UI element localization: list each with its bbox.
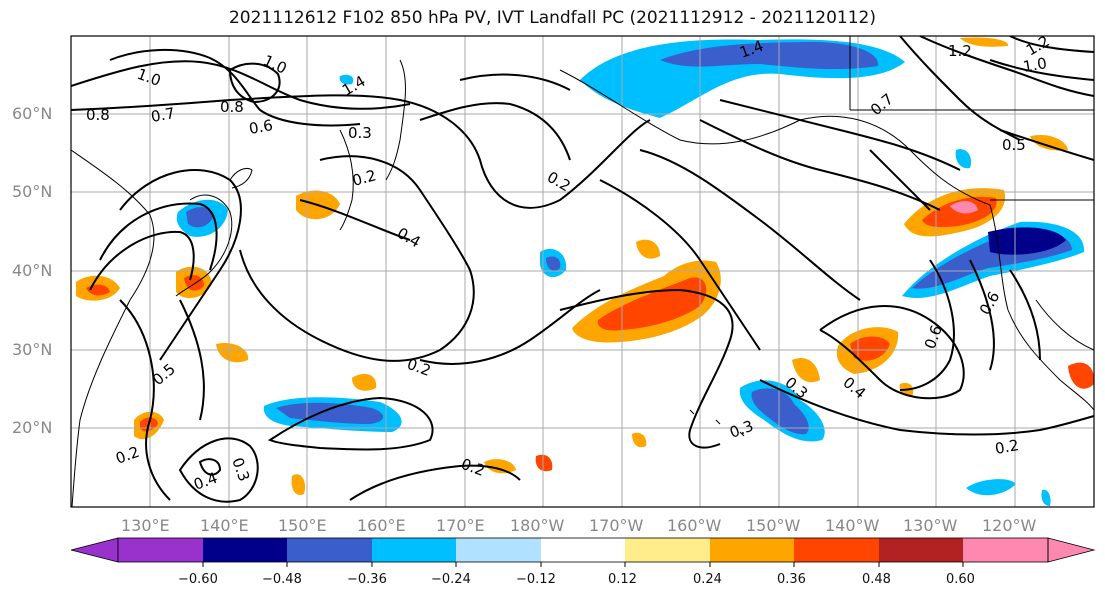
contour-label: 1.0 bbox=[135, 65, 164, 90]
contour-label: 0.2 bbox=[405, 355, 434, 380]
lat-label: 50°N bbox=[12, 182, 53, 201]
contour-label: 0.6 bbox=[921, 323, 946, 352]
colorbar-segment bbox=[456, 538, 541, 562]
colorbar-tick-label: 0.48 bbox=[862, 572, 891, 587]
lon-label: 170°E bbox=[436, 516, 485, 535]
contour-label: 0.4 bbox=[839, 373, 869, 402]
colorbar-segment bbox=[203, 538, 287, 562]
contour-label: 0.8 bbox=[86, 106, 110, 124]
colorbar-tick-label: −0.48 bbox=[262, 572, 302, 587]
colorbar-segment bbox=[541, 538, 625, 562]
contour-label: 0.2 bbox=[113, 443, 142, 468]
contour-label: 1.2 bbox=[948, 42, 972, 60]
pv-shading bbox=[76, 37, 1094, 506]
lon-label: 150°E bbox=[278, 516, 327, 535]
contour-label: 0.4 bbox=[394, 224, 424, 252]
contour-label: 0.3 bbox=[348, 124, 372, 142]
colorbar-tick-label: −0.24 bbox=[431, 572, 471, 587]
lon-label: 140°W bbox=[825, 516, 880, 535]
contour-label: 0.6 bbox=[248, 116, 275, 138]
contour-label: 1.0 bbox=[1022, 54, 1049, 76]
contour-label: 0.2 bbox=[994, 436, 1021, 458]
contour-label: 0.8 bbox=[220, 98, 244, 116]
colorbar-arrow-low bbox=[70, 537, 119, 563]
lat-label: 20°N bbox=[12, 418, 53, 437]
lon-label: 130°E bbox=[121, 516, 170, 535]
colorbar-tick-label: 0.60 bbox=[946, 572, 975, 587]
colorbar-segment bbox=[625, 538, 710, 562]
colorbar-tick-label: 0.24 bbox=[693, 572, 722, 587]
ivt-contours bbox=[71, 36, 1094, 503]
lon-label: 130°W bbox=[903, 516, 958, 535]
lon-label: 140°E bbox=[200, 516, 249, 535]
lat-label: 40°N bbox=[12, 261, 53, 280]
colorbar bbox=[70, 537, 1096, 567]
contour-label: 0.3 bbox=[727, 417, 756, 442]
colorbar-segment bbox=[372, 538, 456, 562]
contour-label: 0.2 bbox=[350, 166, 378, 190]
colorbar-segment bbox=[287, 538, 372, 562]
lon-label: 160°E bbox=[357, 516, 406, 535]
lat-label: 30°N bbox=[12, 340, 53, 359]
lon-label: 120°W bbox=[982, 516, 1037, 535]
contour-label: 0.3 bbox=[228, 455, 253, 484]
colorbar-tick-label: −0.12 bbox=[516, 572, 556, 587]
colorbar-segment bbox=[963, 538, 1048, 562]
map-gridlines bbox=[71, 36, 1094, 507]
colorbar-tick-label: 0.36 bbox=[777, 572, 806, 587]
colorbar-segment bbox=[794, 538, 879, 562]
contour-label: 0.2 bbox=[459, 455, 488, 480]
colorbar-segment bbox=[118, 538, 203, 562]
map-title: 2021112612 F102 850 hPa PV, IVT Landfall… bbox=[228, 8, 876, 28]
contour-label: 0.2 bbox=[544, 168, 574, 196]
colorbar-tick-label: −0.36 bbox=[347, 572, 387, 587]
lon-label: 160°W bbox=[667, 516, 722, 535]
lon-label: 180°W bbox=[510, 516, 565, 535]
contour-label: 0.6 bbox=[976, 288, 1004, 318]
colorbar-segment bbox=[879, 538, 963, 562]
contour-label: 0.5 bbox=[1002, 136, 1026, 154]
lon-label: 170°W bbox=[589, 516, 644, 535]
lon-label: 150°W bbox=[746, 516, 801, 535]
contour-label: 0.7 bbox=[867, 90, 897, 119]
contour-label: 1.0 bbox=[260, 51, 289, 77]
colorbar-segment bbox=[710, 538, 794, 562]
contour-label: 0.4 bbox=[191, 469, 220, 494]
plot-frame bbox=[70, 35, 1095, 508]
map-plot-area: 1.0 1.0 0.8 0.8 0.7 1.4 1.2 1.4 1.2 1.0 … bbox=[71, 36, 1094, 507]
colorbar-tick-label: 0.12 bbox=[608, 572, 637, 587]
lat-label: 60°N bbox=[12, 104, 53, 123]
contour-label: 0.7 bbox=[150, 104, 177, 126]
contour-labels: 1.0 1.0 0.8 0.8 0.7 1.4 1.2 1.4 1.2 1.0 … bbox=[86, 36, 1053, 494]
colorbar-arrow-high bbox=[1047, 537, 1096, 563]
colorbar-tick-label: −0.60 bbox=[178, 572, 218, 587]
